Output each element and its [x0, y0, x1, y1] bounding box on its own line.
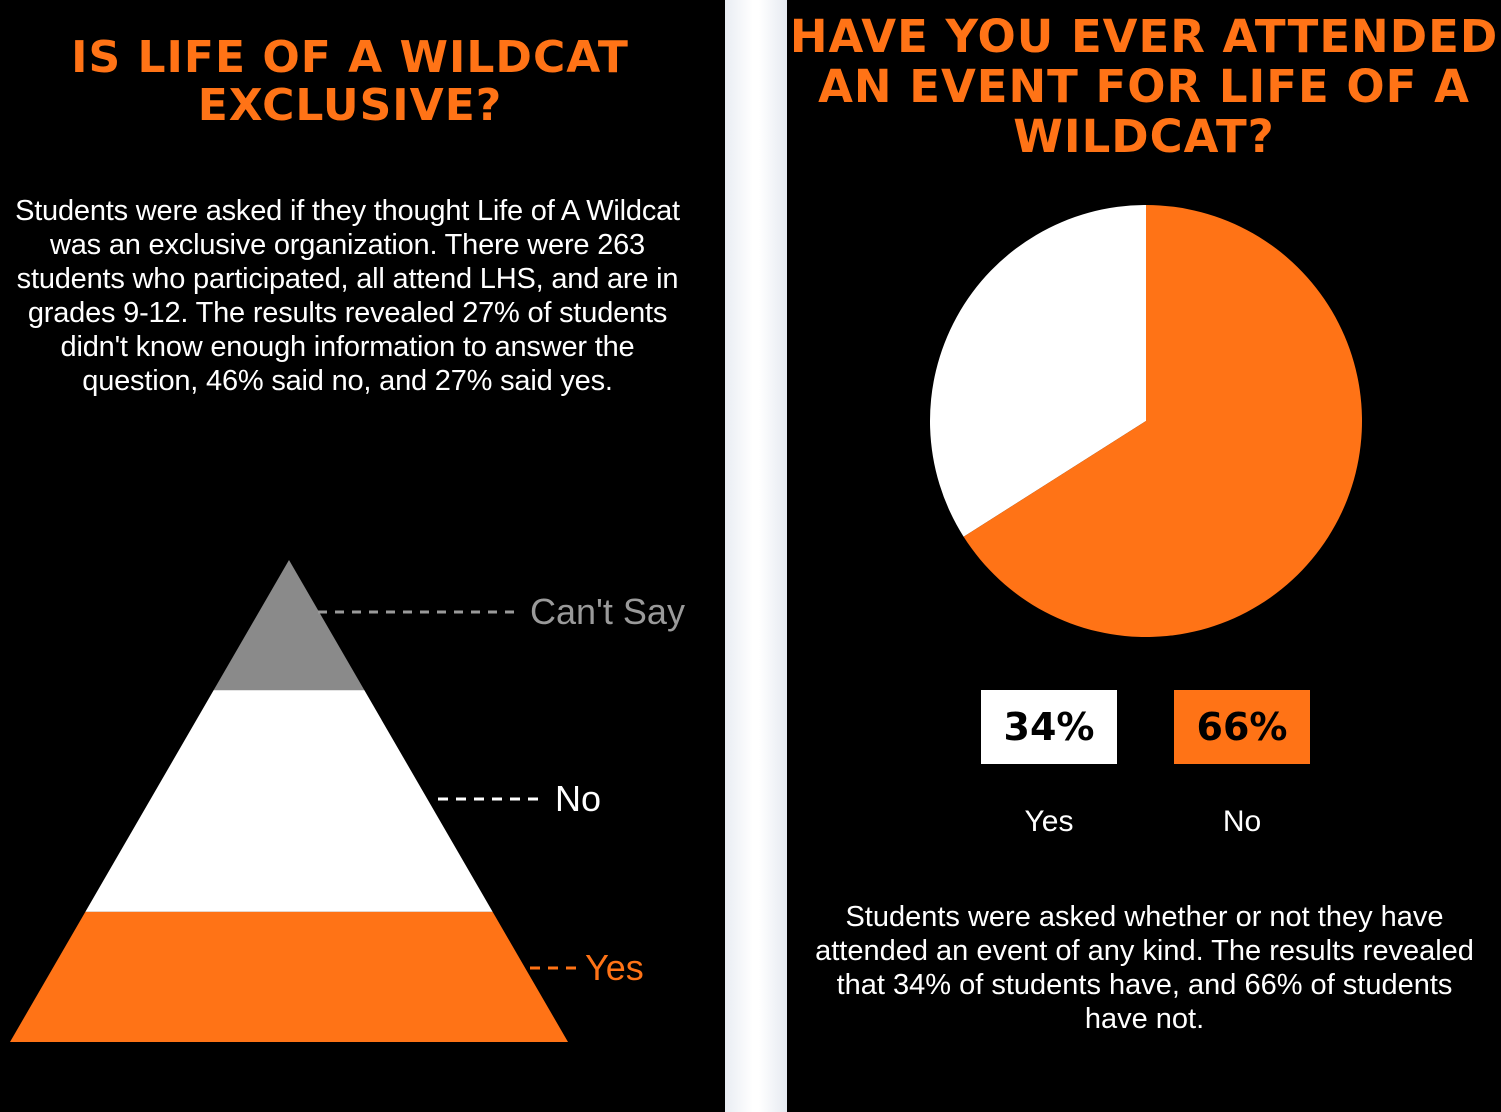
no-legend-label: No [1222, 805, 1262, 838]
pyramid-segment-yes [10, 911, 568, 1042]
exclusive-chart-title: IS LIFE OF A WILDCAT EXCLUSIVE? [71, 32, 629, 131]
exclusive-description: Students were asked if they thought Life… [15, 195, 680, 397]
pyramid-segment-no [85, 690, 493, 912]
pyramid-segment-can-t-say [213, 560, 365, 691]
attended-description: Students were asked whether or not they … [815, 901, 1474, 1035]
pie-slice-no [963, 205, 1362, 637]
pyramid-chart: Can't Say No Yes [10, 560, 685, 1042]
pie-slice-yes [930, 205, 1146, 537]
yes-legend-label: Yes [1024, 805, 1074, 838]
pyramid-label: Can't Say [530, 591, 685, 632]
no-percent-box: 66% [1174, 690, 1310, 764]
right-panel: HAVE YOU EVER ATTENDED AN EVENT FOR LIFE… [787, 0, 1501, 1112]
pyramid-label: Yes [585, 947, 644, 988]
attended-chart-title: HAVE YOU EVER ATTENDED AN EVENT FOR LIFE… [789, 10, 1499, 163]
panel-divider [725, 0, 787, 1112]
yes-percent-box: 34% [981, 690, 1117, 764]
left-panel: IS LIFE OF A WILDCAT EXCLUSIVE? Students… [0, 0, 725, 1112]
pyramid-label: No [555, 778, 601, 819]
pie-chart [930, 205, 1362, 637]
